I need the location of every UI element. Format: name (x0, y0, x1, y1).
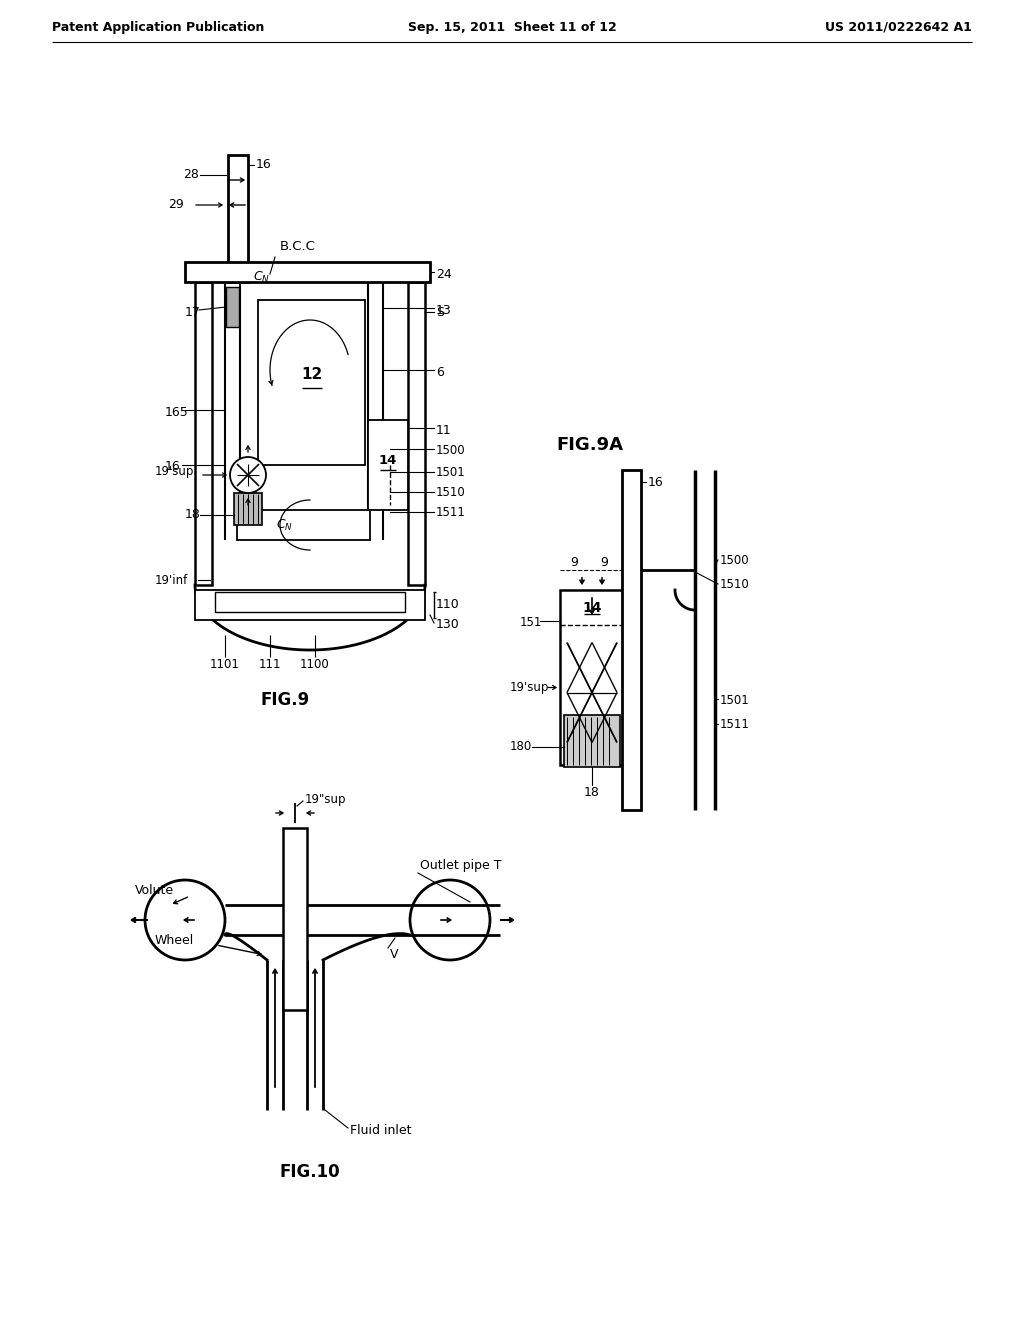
Text: 1511: 1511 (720, 718, 750, 731)
Text: 17: 17 (185, 305, 201, 318)
Text: 1510: 1510 (720, 578, 750, 591)
Bar (564, 715, 620, 767)
Text: FIG.9A: FIG.9A (556, 436, 624, 454)
Text: 6: 6 (436, 366, 443, 379)
Bar (622, 470, 641, 810)
Text: 14: 14 (379, 454, 397, 466)
Text: 19'sup: 19'sup (155, 466, 195, 479)
Bar (560, 590, 624, 766)
Text: 24: 24 (436, 268, 452, 281)
Text: 28: 28 (183, 169, 199, 181)
Text: 9: 9 (570, 556, 578, 569)
Text: 14: 14 (583, 601, 602, 615)
Bar (234, 492, 262, 525)
Text: 13: 13 (436, 304, 452, 317)
Text: 1101: 1101 (210, 659, 240, 672)
Text: $C_N$: $C_N$ (253, 269, 270, 285)
Text: 1511: 1511 (436, 507, 466, 520)
Bar (228, 154, 248, 282)
Text: 111: 111 (259, 659, 282, 672)
Text: 29: 29 (168, 198, 183, 211)
Bar (195, 282, 212, 585)
Text: 130: 130 (436, 619, 460, 631)
Bar (195, 590, 425, 620)
Text: Fluid inlet: Fluid inlet (350, 1123, 412, 1137)
Text: 180: 180 (510, 741, 532, 754)
Bar (283, 828, 307, 1010)
Text: Patent Application Publication: Patent Application Publication (52, 21, 264, 33)
Text: 151: 151 (520, 615, 543, 628)
Bar (226, 286, 239, 327)
Bar (408, 282, 425, 585)
Bar (185, 261, 430, 282)
Text: 1501: 1501 (436, 466, 466, 479)
Bar (368, 420, 408, 510)
Text: 19"sup: 19"sup (305, 793, 346, 807)
Circle shape (230, 457, 266, 492)
Text: $C_N$: $C_N$ (276, 517, 294, 532)
Text: 16: 16 (165, 461, 181, 474)
Text: 12: 12 (301, 367, 323, 381)
Text: 16: 16 (256, 158, 271, 172)
Text: 1501: 1501 (720, 693, 750, 706)
Text: 16: 16 (648, 475, 664, 488)
Text: 1100: 1100 (300, 659, 330, 672)
Text: FIG.9: FIG.9 (260, 690, 309, 709)
Bar (258, 300, 365, 465)
Text: B.C.C: B.C.C (280, 240, 315, 253)
Bar (237, 510, 370, 540)
Text: 19'inf: 19'inf (155, 573, 188, 586)
Text: Outlet pipe T: Outlet pipe T (420, 858, 502, 871)
Text: 11: 11 (436, 424, 452, 437)
Bar (215, 591, 406, 612)
Text: 1500: 1500 (436, 444, 466, 457)
Text: 9: 9 (600, 556, 608, 569)
Text: 165: 165 (165, 405, 188, 418)
Text: 110: 110 (436, 598, 460, 611)
Text: 18: 18 (185, 508, 201, 521)
Text: US 2011/0222642 A1: US 2011/0222642 A1 (825, 21, 972, 33)
Text: Sep. 15, 2011  Sheet 11 of 12: Sep. 15, 2011 Sheet 11 of 12 (408, 21, 616, 33)
Text: Volute: Volute (135, 883, 174, 896)
Text: 18: 18 (584, 785, 600, 799)
Text: S: S (436, 305, 444, 318)
Text: 19'sup: 19'sup (510, 681, 549, 694)
Text: 1510: 1510 (436, 487, 466, 499)
Text: V: V (390, 949, 398, 961)
Text: FIG.10: FIG.10 (280, 1163, 340, 1181)
Text: Wheel: Wheel (155, 933, 195, 946)
Text: 1500: 1500 (720, 553, 750, 566)
